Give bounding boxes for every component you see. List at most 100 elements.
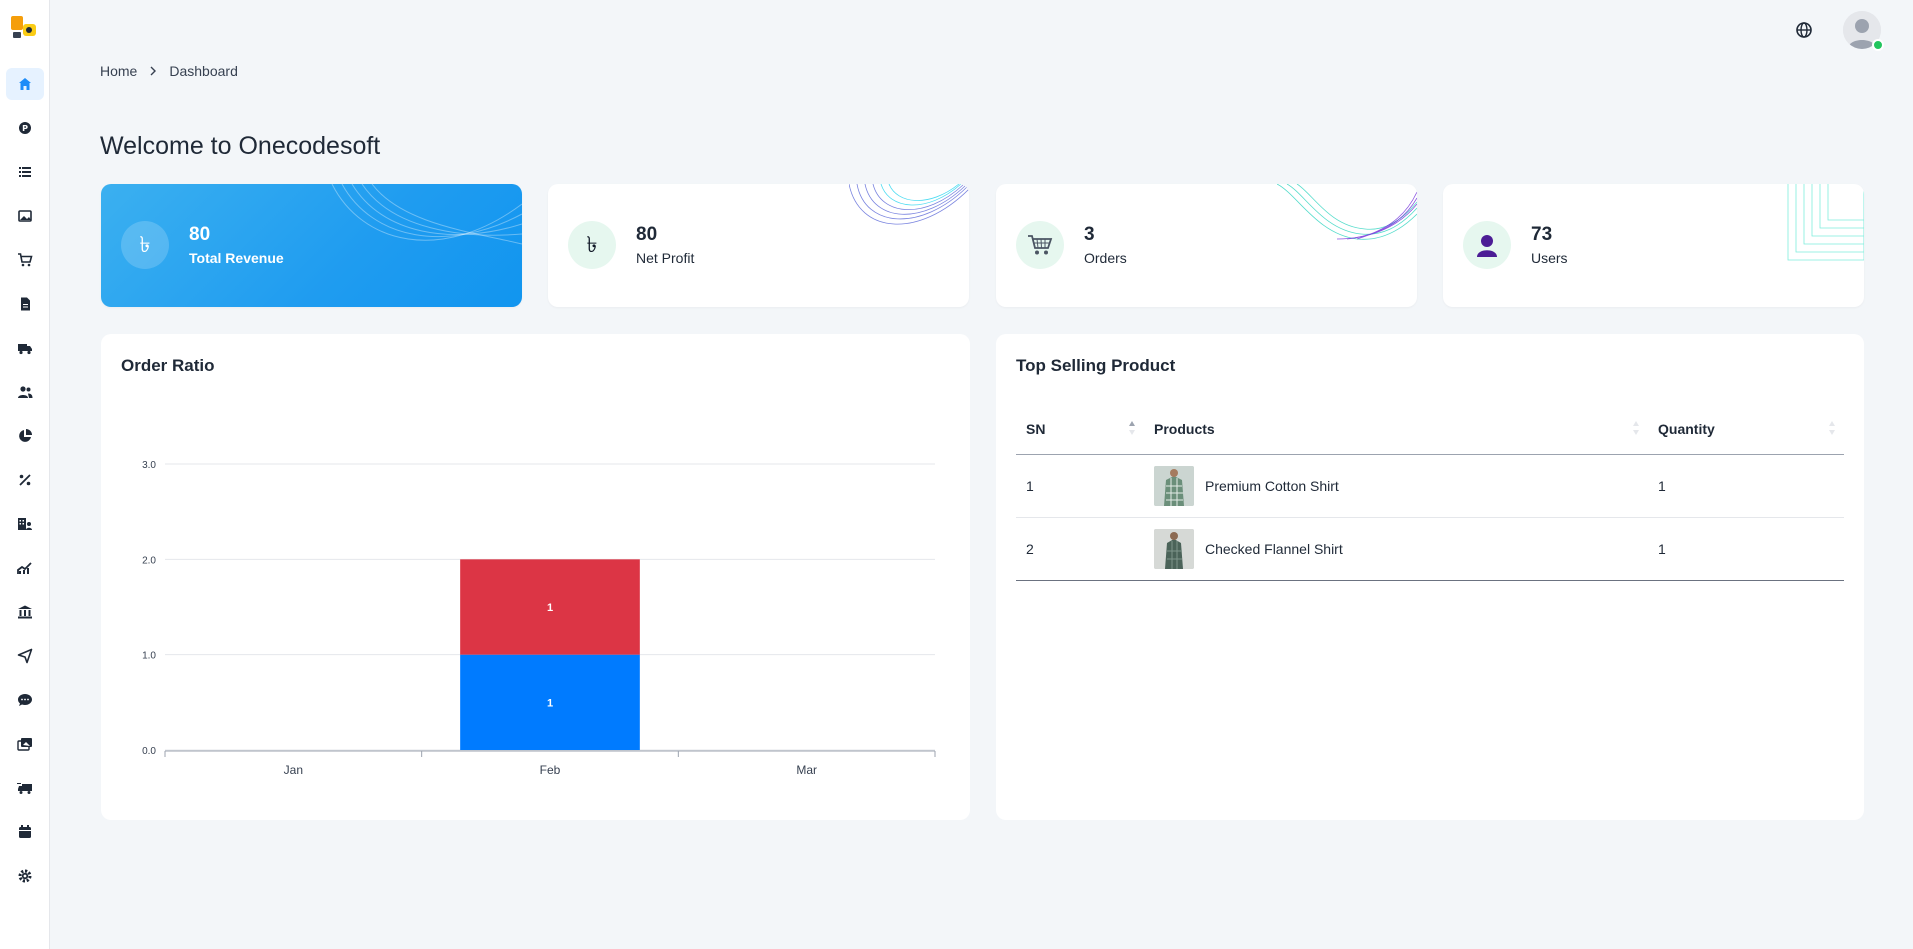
table-row[interactable]: 2 Checked Flannel Shirt 1: [1016, 517, 1844, 581]
cell-product: Checked Flannel Shirt: [1144, 517, 1648, 581]
shipping-icon: [17, 783, 32, 794]
home-icon: [19, 78, 31, 90]
column-header-sn[interactable]: SN: [1016, 404, 1144, 455]
breadcrumb: Home Dashboard: [100, 63, 238, 79]
breadcrumb-current: Dashboard: [169, 63, 238, 79]
pie-chart-icon: [19, 429, 32, 442]
svg-text:৳: ৳: [140, 233, 151, 257]
top-selling-title: Top Selling Product: [1016, 356, 1176, 375]
page-title: Welcome to Onecodesoft: [100, 132, 381, 160]
table-header-row: SN Products Quantity: [1016, 404, 1844, 455]
sidebar-item-calendar[interactable]: [6, 816, 44, 848]
stat-card-net-profit: ৳ 80 Net Profit: [548, 184, 969, 307]
order-ratio-chart: 0.0 1.0 2.0 3.0 Jan Feb 1 1 Mar: [142, 460, 936, 777]
y-tick-label: 0.0: [142, 746, 156, 757]
cell-sn: 2: [1016, 517, 1144, 581]
card-decoration: [1787, 184, 1864, 261]
stat-card-orders: 3 Orders: [996, 184, 1417, 307]
sidebar-item-delivery[interactable]: [6, 332, 44, 364]
photos-icon: [17, 738, 32, 751]
stat-icon-wrap: ৳: [121, 221, 169, 269]
chevron-right-icon: [150, 66, 157, 76]
sidebar-item-suppliers[interactable]: [6, 508, 44, 540]
bar: [460, 654, 640, 750]
sidebar-item-marketing[interactable]: [6, 640, 44, 672]
cell-sn: 1: [1016, 454, 1144, 518]
stat-label: Orders: [1084, 250, 1127, 266]
sidebar-item-media[interactable]: [6, 200, 44, 232]
stat-card-total-revenue: ৳ 80 Total Revenue: [101, 184, 522, 307]
stat-label: Users: [1531, 250, 1568, 266]
sidebar-item-customers[interactable]: [6, 376, 44, 408]
order-ratio-panel: Order Ratio 0.0 1.0 2.0 3.0 Jan Feb 1 1 Mar: [101, 334, 970, 820]
order-ratio-title: Order Ratio: [121, 356, 215, 375]
card-decoration: [1277, 184, 1417, 240]
chart-growth-icon: [17, 562, 32, 574]
product-name: Premium Cotton Shirt: [1205, 478, 1339, 494]
top-selling-panel: Top Selling Product SN Products Quantity: [996, 334, 1864, 820]
breadcrumb-home[interactable]: Home: [100, 63, 138, 79]
sidebar-item-orders[interactable]: [6, 244, 44, 276]
y-tick-label: 3.0: [142, 460, 156, 471]
stat-label: Net Profit: [636, 250, 695, 266]
x-tick-label: Mar: [796, 763, 817, 777]
product-name: Checked Flannel Shirt: [1205, 541, 1343, 557]
building-user-icon: [18, 518, 32, 530]
calendar-icon: [19, 825, 31, 838]
y-tick-label: 1.0: [142, 651, 156, 662]
cell-quantity: 1: [1648, 454, 1844, 518]
y-tick-label: 2.0: [142, 555, 156, 566]
column-header-quantity[interactable]: Quantity: [1648, 404, 1844, 455]
sort-icon: [1633, 421, 1639, 435]
list-icon: [19, 167, 31, 177]
cell-product: Premium Cotton Shirt: [1144, 454, 1648, 518]
sidebar-item-settings[interactable]: [6, 860, 44, 892]
sidebar-item-home[interactable]: [6, 68, 44, 100]
user-icon: [1477, 235, 1497, 257]
x-tick-label: Jan: [284, 763, 303, 777]
percent-icon: [19, 474, 31, 486]
users-icon: [18, 386, 33, 398]
sidebar-item-sms[interactable]: [6, 684, 44, 716]
document-icon: [21, 297, 30, 311]
column-header-label: Products: [1154, 421, 1215, 437]
sort-icon: [1829, 421, 1835, 435]
sidebar-item-gallery[interactable]: [6, 728, 44, 760]
sort-icon: [1129, 421, 1135, 435]
stat-icon-wrap: [1016, 221, 1064, 269]
svg-text:৳: ৳: [587, 233, 598, 257]
app-logo[interactable]: [9, 14, 39, 42]
sms-icon: [18, 694, 32, 706]
card-decoration: [331, 184, 522, 245]
column-header-products[interactable]: Products: [1144, 404, 1648, 455]
stat-value: 80: [636, 224, 658, 245]
cell-quantity: 1: [1648, 517, 1844, 581]
truck-icon: [18, 344, 32, 355]
image-gallery-icon: [18, 210, 32, 222]
bank-icon: [18, 605, 32, 619]
stat-label: Total Revenue: [189, 250, 284, 266]
globe-icon[interactable]: [1795, 21, 1813, 39]
cart-icon: [1028, 235, 1053, 255]
top-selling-table: SN Products Quantity 1: [1016, 404, 1844, 581]
stat-icon-wrap: ৳: [568, 221, 616, 269]
product-circle-icon: P: [19, 122, 31, 134]
sidebar-item-documents[interactable]: [6, 288, 44, 320]
stat-icon-wrap: [1463, 221, 1511, 269]
sidebar-item-list[interactable]: [6, 156, 44, 188]
card-decoration: [849, 184, 969, 225]
stat-value: 3: [1084, 224, 1095, 245]
stat-value: 80: [189, 224, 211, 245]
x-tick-label: Feb: [540, 763, 561, 777]
stat-card-users: 73 Users: [1443, 184, 1864, 307]
sidebar-item-shipping[interactable]: [6, 772, 44, 804]
table-row[interactable]: 1 Premium Cotton Shirt 1: [1016, 454, 1844, 518]
product-thumbnail: [1154, 466, 1194, 506]
sidebar-item-discounts[interactable]: [6, 464, 44, 496]
sidebar-item-bank[interactable]: [6, 596, 44, 628]
product-thumbnail: [1154, 529, 1194, 569]
sidebar-item-reports[interactable]: [6, 420, 44, 452]
sidebar-item-analytics[interactable]: [6, 552, 44, 584]
sidebar-item-products[interactable]: P: [6, 112, 44, 144]
sidebar: P: [0, 0, 50, 949]
